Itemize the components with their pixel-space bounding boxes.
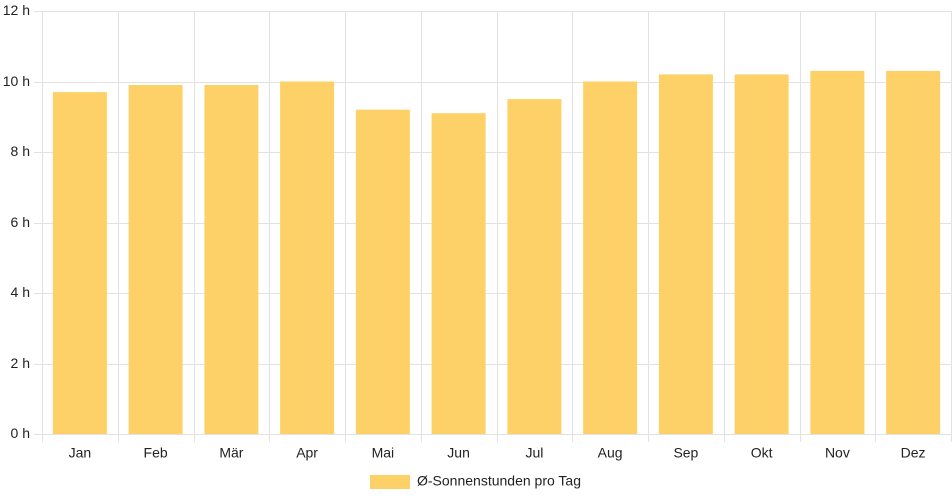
y-tick-label: 4 h [11,284,30,300]
bar-Mär[interactable] [204,85,259,434]
bar-Dez[interactable] [886,70,941,435]
legend[interactable]: Ø-Sonnenstunden pro Tag [370,473,581,489]
x-tick-label: Jun [447,445,470,461]
bar-Aug[interactable] [583,81,638,435]
bar-Mai[interactable] [355,109,410,434]
y-tick-label: 0 h [11,425,30,441]
bar-Sep[interactable] [658,74,713,435]
x-tick-label: Okt [751,445,773,461]
bar-Apr[interactable] [280,81,335,435]
bars [52,70,941,435]
bar-Feb[interactable] [128,85,183,434]
x-tick-label: Aug [598,445,623,461]
bar-Okt[interactable] [734,74,789,435]
x-tick-label: Dez [901,445,926,461]
y-tick-label: 10 h [3,73,30,89]
x-tick-label: Jul [525,445,543,461]
y-axis-ticks: 0 h 2 h 4 h 6 h 8 h 10 h 12 h [3,2,30,441]
x-tick-label: Apr [296,445,318,461]
y-tick-label: 6 h [11,214,30,230]
x-tick-label: Jan [69,445,92,461]
legend-label: Ø-Sonnenstunden pro Tag [417,473,581,489]
y-tick-label: 8 h [11,143,30,159]
y-tick-label: 2 h [11,355,30,371]
bar-Jan[interactable] [52,92,107,434]
bar-Nov[interactable] [810,70,865,435]
x-tick-label: Mär [219,445,243,461]
bar-Jun[interactable] [431,113,486,434]
x-tick-label: Feb [144,445,168,461]
x-tick-label: Sep [673,445,698,461]
x-axis-ticks: Jan Feb Mär Apr Mai Jun Jul Aug Sep Okt Nov Dez [69,445,926,461]
x-tick-label: Nov [825,445,850,461]
y-tick-label: 12 h [3,2,30,18]
x-tick-label: Mai [372,445,395,461]
legend-swatch [370,475,410,489]
grid [34,11,952,442]
bar-Jul[interactable] [507,99,562,434]
